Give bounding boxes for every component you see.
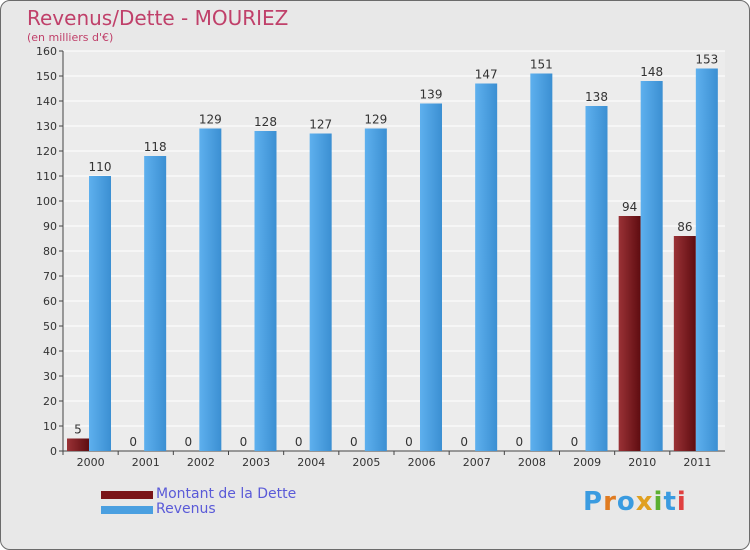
- data-label-debt: 0: [185, 435, 193, 449]
- bar-revenue: [89, 176, 111, 451]
- chart-title: Revenus/Dette - MOURIEZ: [27, 6, 289, 30]
- y-tick-label: 20: [43, 395, 57, 408]
- bar-revenue: [475, 83, 498, 451]
- y-tick-label: 100: [36, 195, 57, 208]
- data-label-revenue: 148: [640, 65, 663, 79]
- x-tick-label: 2011: [683, 456, 711, 469]
- y-tick-label: 30: [43, 370, 57, 383]
- x-tick-label: 2002: [187, 456, 215, 469]
- logo-letter: o: [616, 487, 636, 517]
- x-tick-label: 2009: [573, 456, 601, 469]
- bar-revenue: [420, 103, 442, 451]
- bar-revenue: [640, 81, 663, 451]
- logo-letter: r: [603, 487, 617, 517]
- y-tick-label: 150: [36, 70, 57, 83]
- y-tick-label: 0: [50, 445, 57, 458]
- x-tick-label: 2007: [463, 456, 491, 469]
- bar-revenue: [254, 131, 277, 451]
- data-label-debt: 0: [571, 435, 579, 449]
- x-tick-label: 2006: [408, 456, 436, 469]
- bar-revenue: [144, 156, 167, 451]
- legend-swatch-debt: [101, 491, 153, 499]
- y-tick-label: 140: [36, 95, 57, 108]
- data-label-revenue: 128: [254, 115, 277, 129]
- chart-subtitle: (en milliers d'€): [27, 31, 114, 44]
- x-tick-label: 2004: [297, 456, 325, 469]
- data-label-revenue: 129: [199, 113, 222, 127]
- data-label-revenue: 129: [364, 113, 387, 127]
- logo-letter: x: [635, 487, 654, 517]
- logo-letter: i: [676, 487, 687, 517]
- y-tick-label: 10: [43, 420, 57, 433]
- bar-revenue: [585, 106, 608, 451]
- y-tick-label: 160: [36, 45, 57, 58]
- data-label-revenue: 153: [695, 53, 718, 67]
- data-label-revenue: 127: [309, 118, 332, 132]
- data-label-debt: 0: [240, 435, 248, 449]
- bar-revenue: [364, 128, 387, 451]
- data-label-debt: 0: [295, 435, 303, 449]
- data-label-debt: 0: [129, 435, 137, 449]
- bar-revenue: [199, 128, 222, 451]
- data-label-debt: 5: [74, 423, 82, 437]
- x-tick-label: 2005: [352, 456, 380, 469]
- y-tick-label: 120: [36, 145, 57, 158]
- bar-revenue: [695, 68, 718, 451]
- bar-debt: [618, 216, 641, 451]
- y-tick-label: 110: [36, 170, 57, 183]
- logo-letter: P: [583, 487, 604, 517]
- y-tick-label: 70: [43, 270, 57, 283]
- bar-debt: [673, 236, 696, 451]
- x-tick-label: 2010: [628, 456, 656, 469]
- data-label-debt: 0: [350, 435, 358, 449]
- y-tick-label: 80: [43, 245, 57, 258]
- data-label-debt: 94: [622, 200, 637, 214]
- data-label-revenue: 147: [475, 68, 498, 82]
- x-tick-label: 2000: [77, 456, 105, 469]
- y-tick-label: 130: [36, 120, 57, 133]
- bar-revenue: [309, 133, 332, 451]
- bar-debt: [67, 438, 89, 451]
- x-tick-label: 2008: [518, 456, 546, 469]
- data-label-debt: 0: [405, 435, 413, 449]
- data-label-revenue: 138: [585, 90, 608, 104]
- data-label-debt: 0: [516, 435, 524, 449]
- logo-letter: t: [663, 487, 677, 517]
- y-tick-label: 60: [43, 295, 57, 308]
- y-tick-label: 90: [43, 220, 57, 233]
- data-label-revenue: 139: [420, 88, 443, 102]
- x-tick-label: 2001: [132, 456, 160, 469]
- y-tick-label: 40: [43, 345, 57, 358]
- proxiti-logo: Proxiti: [583, 487, 687, 517]
- data-label-revenue: 110: [89, 160, 112, 174]
- x-tick-label: 2003: [242, 456, 270, 469]
- legend-label-debt: Montant de la Dette: [156, 486, 297, 502]
- legend-swatch-revenue: [101, 506, 153, 514]
- bar-revenue: [530, 73, 553, 451]
- data-label-revenue: 118: [144, 140, 167, 154]
- legend-label-revenue: Revenus: [156, 501, 216, 517]
- logo-letter: i: [653, 487, 664, 517]
- data-label-revenue: 151: [530, 58, 553, 72]
- data-label-debt: 86: [677, 220, 692, 234]
- y-tick-label: 50: [43, 320, 57, 333]
- data-label-debt: 0: [460, 435, 468, 449]
